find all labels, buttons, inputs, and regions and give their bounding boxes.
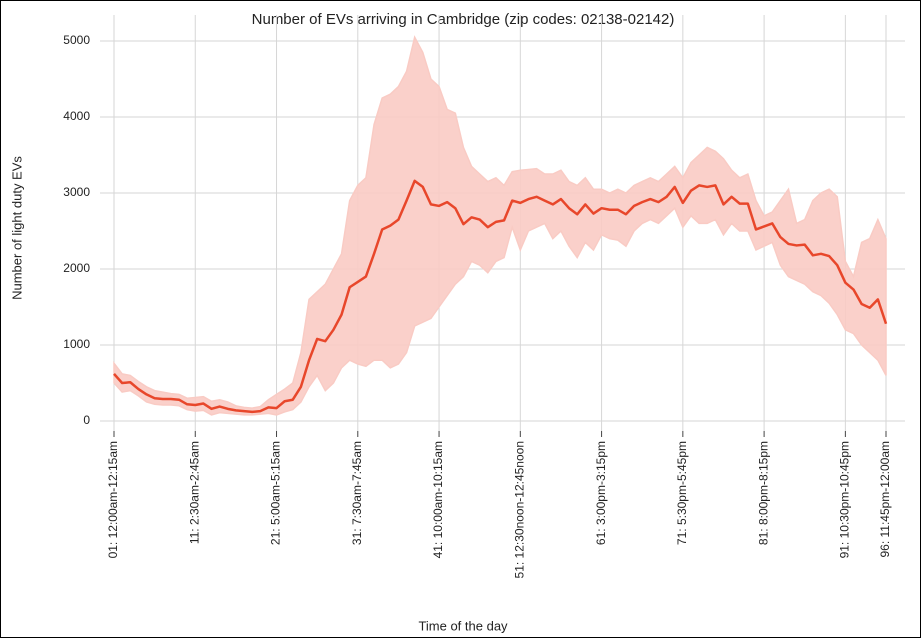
y-axis-label: Number of light duty EVs bbox=[9, 156, 24, 300]
y-tick-label: 5000 bbox=[63, 33, 90, 47]
x-tick-label: 91: 10:30pm-10:45pm bbox=[838, 441, 852, 558]
x-tick-label: 41: 10:00am-10:15am bbox=[431, 441, 445, 558]
x-tick-label: 01: 12:00am-12:15am bbox=[106, 441, 120, 558]
x-tick-label: 11: 2:30am-2:45am bbox=[187, 441, 201, 544]
y-tick-label: 2000 bbox=[63, 261, 90, 275]
y-tick-label: 0 bbox=[83, 413, 90, 427]
confidence-band bbox=[113, 35, 887, 416]
y-tick-label: 3000 bbox=[63, 185, 90, 199]
y-tick-label: 1000 bbox=[63, 337, 90, 351]
x-tick-label: 21: 5:00am-5:15am bbox=[269, 441, 283, 545]
y-tick-label: 4000 bbox=[63, 109, 90, 123]
x-tick-label: 31: 7:30am-7:45am bbox=[350, 441, 364, 545]
x-axis-label: Time of the day bbox=[418, 618, 508, 633]
x-tick-label: 71: 5:30pm-5:45pm bbox=[675, 441, 689, 545]
x-tick-label: 61: 3:00pm-3:15pm bbox=[594, 441, 608, 545]
series-line bbox=[113, 179, 888, 414]
x-tick-label: 51: 12:30noon-12:45noon bbox=[512, 441, 526, 578]
x-tick-label: 96: 11:45pm-12:00am bbox=[878, 441, 892, 558]
x-tick-label: 81: 8:00pm-8:15pm bbox=[756, 441, 770, 545]
chart-title: Number of EVs arriving in Cambridge (zip… bbox=[252, 11, 675, 28]
